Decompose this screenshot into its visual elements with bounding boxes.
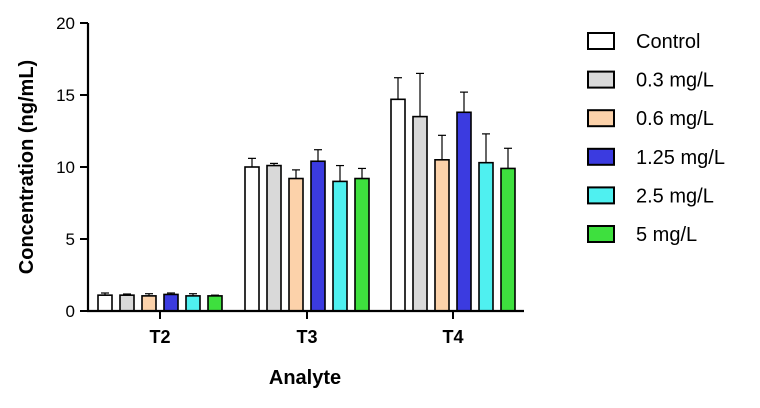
plot-area <box>97 72 516 312</box>
y-tick-label: 10 <box>56 158 75 177</box>
legend-item-3: 0.6 mg/L <box>587 108 714 130</box>
error-bar-t3-5 <box>336 164 344 182</box>
bar-t3-1 <box>244 166 260 312</box>
legend-item-4: 1.25 mg/L <box>587 147 725 169</box>
error-bar-t3-2 <box>270 162 278 166</box>
bar-t4-2 <box>412 115 428 312</box>
error-bar-t4-2 <box>416 72 424 117</box>
y-tick-label: 15 <box>56 86 75 105</box>
legend-label: Control <box>636 31 700 53</box>
bar-t2-3 <box>141 295 157 312</box>
legend-label: 2.5 mg/L <box>636 185 714 207</box>
x-axis-title: Analyte <box>269 367 341 389</box>
x-tick-label-t2: T2 <box>149 327 170 347</box>
y-tick-label: 5 <box>66 230 75 249</box>
legend-item-2: 0.3 mg/L <box>587 70 714 92</box>
legend-swatch <box>587 70 615 89</box>
bar-t4-3 <box>434 159 450 312</box>
error-bar-t4-4 <box>460 91 468 113</box>
legend-swatch <box>587 147 615 166</box>
error-bar-t2-4 <box>167 292 175 295</box>
error-bar-t2-3 <box>145 293 153 296</box>
x-tick-label-t4: T4 <box>442 327 463 347</box>
legend-label: 5 mg/L <box>636 224 697 246</box>
error-bar-t4-3 <box>438 134 446 160</box>
error-bar-t3-3 <box>292 169 300 179</box>
error-bar-t2-6 <box>211 294 219 296</box>
x-tick-label-t3: T3 <box>296 327 317 347</box>
legend-item-5: 2.5 mg/L <box>587 185 714 207</box>
legend-swatch <box>587 32 615 50</box>
y-tick-label: 0 <box>66 302 75 321</box>
bar-t4-6 <box>500 167 516 312</box>
x-axis: T2 T3 T4 <box>87 309 524 347</box>
bar-t3-3 <box>288 177 304 312</box>
error-bar-t3-4 <box>314 149 322 162</box>
bar-t4-5 <box>478 161 494 312</box>
legend-swatch <box>587 186 615 205</box>
legend-item-1: Control <box>587 31 700 53</box>
bar-t3-2 <box>266 164 282 312</box>
error-bar-t3-1 <box>248 157 256 167</box>
y-axis: 0 5 10 15 20 <box>56 14 90 321</box>
error-bar-t2-2 <box>123 293 131 296</box>
bar-t2-1 <box>97 294 113 312</box>
error-bar-t4-1 <box>394 77 402 100</box>
error-bar-t2-5 <box>189 293 197 296</box>
bar-t2-4 <box>163 293 179 312</box>
legend-label: 1.25 mg/L <box>636 147 725 169</box>
error-bar-t4-5 <box>482 133 490 163</box>
error-bar-t3-6 <box>358 167 366 179</box>
legend-item-6: 5 mg/L <box>587 224 697 246</box>
bar-t4-1 <box>390 98 406 312</box>
bar-t3-6 <box>354 177 370 312</box>
legend-swatch <box>587 109 615 128</box>
bar-t2-6 <box>207 295 223 312</box>
y-tick-label: 20 <box>56 14 75 33</box>
bar-t3-4 <box>310 160 326 312</box>
bar-t2-5 <box>185 295 201 312</box>
legend: Control 0.3 mg/L 0.6 mg/L 1.25 mg/L 2.5 mg/L… <box>587 31 725 246</box>
bar-t2-2 <box>119 294 135 312</box>
legend-label: 0.3 mg/L <box>636 70 714 92</box>
bar-t3-5 <box>332 180 348 312</box>
error-bar-t4-6 <box>504 147 512 169</box>
y-axis-title: Concentration (ng/mL) <box>16 60 38 274</box>
error-bar-t2-1 <box>101 292 109 296</box>
legend-swatch <box>587 225 615 243</box>
bar-t4-4 <box>456 111 472 312</box>
legend-label: 0.6 mg/L <box>636 108 714 130</box>
